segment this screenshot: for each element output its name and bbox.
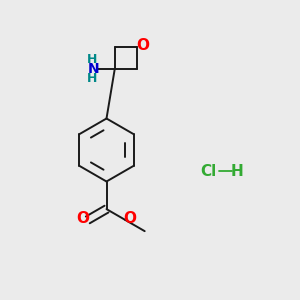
Text: N: N: [87, 62, 99, 76]
Text: H: H: [86, 72, 97, 85]
Text: O: O: [136, 38, 149, 52]
Text: Cl: Cl: [200, 164, 217, 178]
Text: H: H: [231, 164, 243, 178]
Text: H: H: [86, 53, 97, 66]
Text: O: O: [76, 211, 89, 226]
Text: O: O: [124, 211, 136, 226]
